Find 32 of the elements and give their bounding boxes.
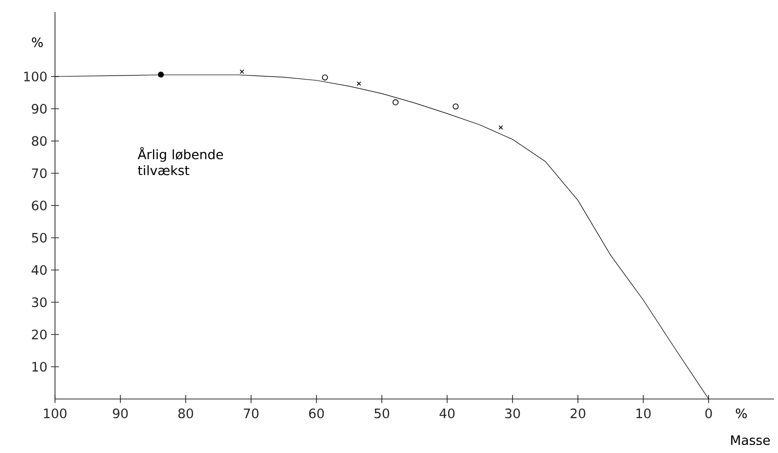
y-tick-label: 70 <box>32 168 47 178</box>
point <box>240 69 244 74</box>
y-tick-label: 40 <box>32 265 47 275</box>
point <box>356 81 362 86</box>
y-tick-label: 50 <box>32 232 47 243</box>
point <box>392 99 399 106</box>
y-tick-label: 90 <box>32 104 47 114</box>
point <box>452 104 459 110</box>
x-tick-label: 90 <box>112 408 128 418</box>
y-axis-title: % <box>32 37 43 48</box>
x-tick-label: 30 <box>505 408 520 418</box>
y-tick-label: 10 <box>32 362 47 372</box>
point <box>498 125 504 130</box>
y-tick-label: 60 <box>32 200 47 210</box>
x-tick-label: 70 <box>244 408 258 418</box>
y-tick-label: 30 <box>32 297 47 308</box>
point <box>322 74 328 80</box>
x-tick-label: 0 <box>705 408 712 418</box>
x-axis-title: % <box>736 408 747 418</box>
annotation: Årlig løbende tilvækst <box>138 147 223 176</box>
x-tick-label: 80 <box>178 408 194 418</box>
text: Masse <box>731 435 770 446</box>
y-tick-label: 100 <box>24 72 47 82</box>
x-tick-label: 20 <box>570 408 586 418</box>
x-tick-label: 100 <box>44 408 66 418</box>
x-tick-label: 40 <box>440 408 455 418</box>
x-tick-label: 60 <box>309 408 324 418</box>
y-tick-label: 80 <box>32 136 47 146</box>
point <box>158 72 164 78</box>
x-tick-label: 50 <box>374 408 390 418</box>
x-tick-label: 10 <box>636 408 651 418</box>
y-tick-label: 20 <box>32 330 47 340</box>
